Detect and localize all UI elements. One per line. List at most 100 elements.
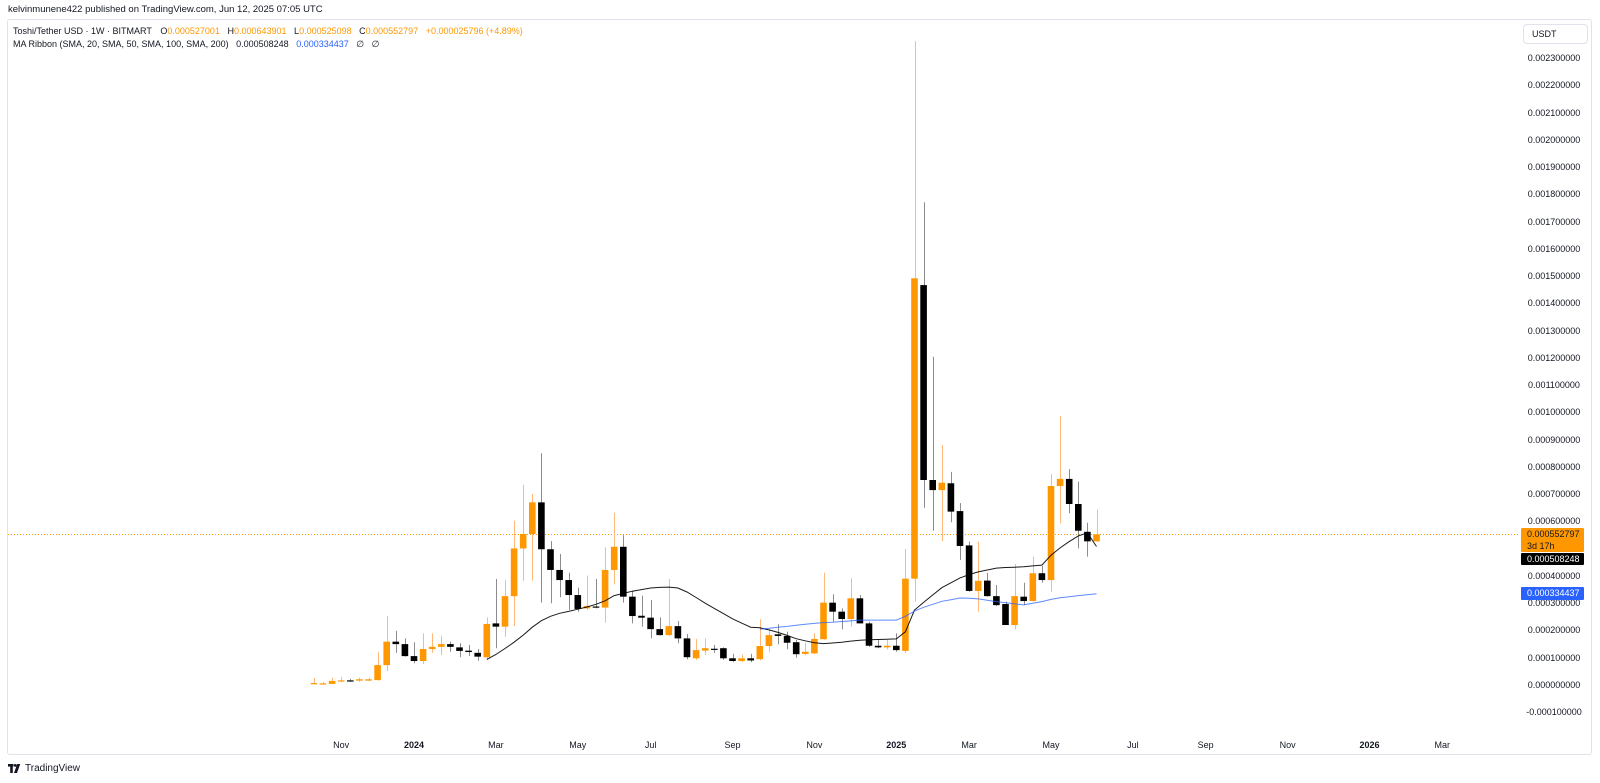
candle-up xyxy=(610,512,618,585)
publish-info: kelvinmunene422 published on TradingView… xyxy=(8,4,323,16)
candle-up xyxy=(529,493,536,581)
candle-down xyxy=(829,594,836,622)
price-axis-label: 0.001300000 xyxy=(1527,325,1581,336)
sma-100-value: ∅ xyxy=(356,39,365,49)
price-axis-label: 0.002100000 xyxy=(1527,107,1581,118)
candle-down xyxy=(1084,522,1091,557)
time-axis-label: Mar xyxy=(961,740,977,750)
candle-down xyxy=(711,644,718,653)
indicator-title[interactable]: MA Ribbon (SMA, 20, SMA, 50, SMA, 100, S… xyxy=(13,39,229,49)
ohlc-low: L0.000525098 xyxy=(294,26,352,36)
candle-down xyxy=(465,644,472,657)
indicator-legend-row: MA Ribbon (SMA, 20, SMA, 50, SMA, 100, S… xyxy=(13,38,523,51)
candle-up xyxy=(938,445,946,542)
candle-down xyxy=(620,535,627,603)
candle-down xyxy=(1075,481,1082,549)
candle-down xyxy=(638,595,645,627)
price-axis-label: 0.000700000 xyxy=(1527,489,1581,500)
price-axis-label: 0.000400000 xyxy=(1527,570,1581,581)
candle-up xyxy=(911,41,918,602)
candle-up xyxy=(1056,415,1064,524)
candle-down xyxy=(792,640,800,658)
publish-text: published on TradingView.com, Jun 12, 20… xyxy=(82,4,323,15)
candle-down xyxy=(683,634,691,660)
candle-down xyxy=(474,649,481,661)
candle-up xyxy=(902,548,909,654)
price-axis-label: 0.001500000 xyxy=(1527,271,1581,282)
price-axis-label: 0.000300000 xyxy=(1527,598,1581,609)
candle-down xyxy=(556,553,563,598)
candle-down xyxy=(783,631,791,650)
candle-down xyxy=(574,587,582,612)
time-axis-label: Nov xyxy=(806,740,823,750)
candle-down xyxy=(674,620,682,644)
candle-down xyxy=(929,356,936,531)
time-axis-label: 2024 xyxy=(403,740,425,750)
candle-down xyxy=(729,653,736,663)
author-link[interactable]: kelvinmunene422 xyxy=(8,4,83,15)
candle-down xyxy=(447,641,454,652)
candle-down xyxy=(647,599,654,639)
chart-legend: Toshi/Tether USD · 1W · BITMART O0.00052… xyxy=(13,25,523,51)
candle-down xyxy=(565,572,572,611)
candle-down xyxy=(347,678,354,682)
candle-up xyxy=(519,484,527,581)
time-axis-label: Sep xyxy=(1197,740,1214,750)
time-axis-label: Nov xyxy=(1279,740,1296,750)
candle-up xyxy=(337,676,345,683)
candle-down xyxy=(874,639,882,649)
tradingview-brand-text: TradingView xyxy=(25,762,81,774)
candle-down xyxy=(956,503,964,560)
currency-button[interactable]: USDT xyxy=(1523,24,1588,44)
candle-down xyxy=(1020,582,1027,606)
price-axis-label: 0.000900000 xyxy=(1527,434,1581,445)
candle-down xyxy=(456,643,463,658)
candle-up xyxy=(1011,563,1018,630)
candle-up xyxy=(356,677,363,682)
candle-down xyxy=(720,647,727,660)
ma-ribbon-lines xyxy=(486,532,1097,660)
sma-20-value: 0.000508248 xyxy=(236,39,289,49)
candle-up xyxy=(501,580,509,637)
candle-down xyxy=(993,584,1000,606)
price-axis-label: 0.002000000 xyxy=(1527,134,1581,145)
symbol-title[interactable]: Toshi/Tether USD · 1W · BITMART xyxy=(13,26,152,36)
price-axis-label: 0.001200000 xyxy=(1527,352,1581,363)
price-axis-label: 0.000000000 xyxy=(1527,680,1581,690)
candle-down xyxy=(856,595,864,624)
time-axis-label: Nov xyxy=(333,740,350,750)
chart-pane[interactable] xyxy=(8,20,1520,735)
candle-down xyxy=(392,630,400,653)
candle-down xyxy=(893,633,900,652)
candle-up xyxy=(319,682,327,685)
candle-up xyxy=(811,633,818,655)
candle-down xyxy=(656,617,663,636)
time-axis-label: May xyxy=(1042,740,1060,750)
candle-up xyxy=(802,642,809,656)
tradingview-logo-icon xyxy=(8,763,21,773)
ohlc-close: C0.000552797 xyxy=(359,26,419,36)
time-axis-label: May xyxy=(569,740,587,750)
candle-down xyxy=(401,638,409,657)
badge-value: 0.000508248 xyxy=(1527,553,1580,564)
candle-down xyxy=(1002,601,1009,626)
candle-down xyxy=(747,653,754,663)
candle-up xyxy=(1029,556,1037,602)
tradingview-logo-link[interactable]: TradingView xyxy=(8,762,80,774)
last-price-badge: 0.000552797 3d 17h xyxy=(1521,527,1584,552)
candle-up xyxy=(428,633,436,653)
candle-up xyxy=(419,633,427,665)
candle-up xyxy=(601,547,609,623)
price-axis-label: 0.002200000 xyxy=(1527,80,1581,91)
candle-up xyxy=(374,652,381,681)
candle-down xyxy=(965,541,973,592)
price-axis-label: 0.001700000 xyxy=(1527,216,1581,227)
ohlc-high: H0.000643901 xyxy=(227,26,287,36)
candle-up xyxy=(847,578,855,627)
time-axis-label: Jul xyxy=(644,740,657,750)
candle-up xyxy=(583,575,591,611)
candle-up xyxy=(438,635,445,656)
candle-down xyxy=(865,621,873,647)
price-axis-label: 0.001400000 xyxy=(1527,298,1581,309)
sma-20-badge: 0.000508248 xyxy=(1521,552,1584,566)
